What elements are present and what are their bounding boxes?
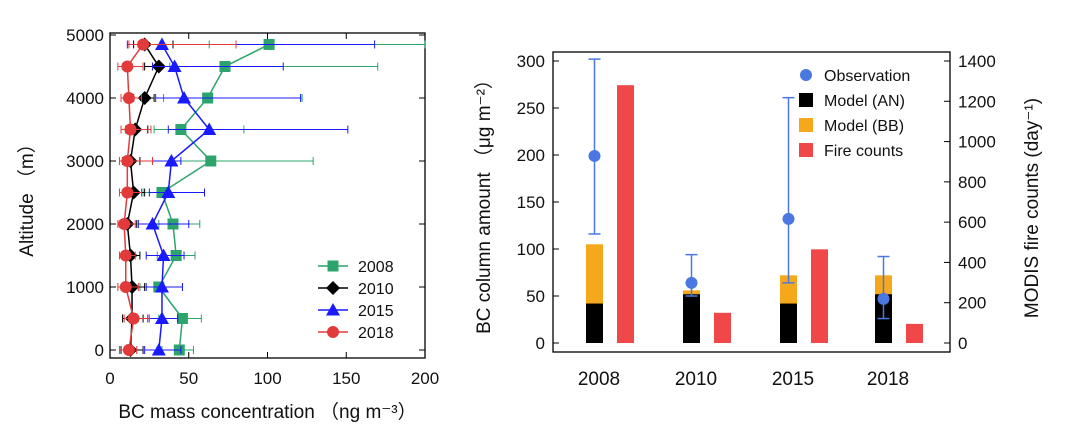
legend: 2008 2010 2015 2018 xyxy=(318,259,394,342)
observation-point xyxy=(877,292,890,305)
legend-marker xyxy=(799,93,813,107)
observation-point xyxy=(782,212,795,225)
data-point xyxy=(118,218,131,230)
series-2015 xyxy=(126,37,376,356)
y-tick-label: 300 xyxy=(517,52,545,71)
y2-tick-label: 1400 xyxy=(958,52,996,71)
data-point xyxy=(137,38,150,51)
y-tick-label: 200 xyxy=(517,146,545,165)
y-tick-label: 0 xyxy=(95,341,104,360)
model-an-bar xyxy=(780,303,797,343)
y2-tick-label: 600 xyxy=(958,213,986,232)
legend-marker xyxy=(327,260,339,272)
right-chart-column-amount: 0 50 100 150 200 250 300 0 200 400 600 800 1000 1200 1… xyxy=(473,51,1043,390)
x-tick-label: 100 xyxy=(253,369,281,388)
data-point xyxy=(161,185,176,198)
data-point xyxy=(156,248,171,261)
x-tick-label: 0 xyxy=(105,369,114,388)
y2-tick-label: 400 xyxy=(958,253,986,272)
y-tick-label: 50 xyxy=(526,287,545,306)
legend-label: 2018 xyxy=(358,325,394,342)
fire-count-bar xyxy=(617,85,634,344)
legend-label: Observation xyxy=(824,68,910,85)
legend-marker xyxy=(800,69,812,81)
data-point xyxy=(121,186,134,199)
x-tick-label: 2010 xyxy=(675,369,717,390)
legend-label: Model (BB) xyxy=(824,118,904,135)
legend-marker xyxy=(799,143,813,157)
series-line xyxy=(157,43,270,351)
data-point xyxy=(154,311,169,324)
data-point xyxy=(177,91,192,104)
y-tick-label: 100 xyxy=(517,240,545,259)
data-point xyxy=(127,312,140,325)
legend: Observation Model (AN) Model (BB) Fire coun… xyxy=(799,68,910,160)
y-tick-label: 150 xyxy=(517,193,545,212)
legend-label: 2008 xyxy=(358,259,394,276)
data-point xyxy=(205,155,217,167)
legend-marker xyxy=(326,281,340,295)
legend-label: Model (AN) xyxy=(824,93,905,110)
y2-tick-label: 1000 xyxy=(958,133,996,152)
y-tick-label: 250 xyxy=(517,99,545,118)
y2-tick-label: 800 xyxy=(958,173,986,192)
x-tick-label: 2008 xyxy=(578,369,620,390)
series-2018 xyxy=(117,38,237,356)
y-tick-label: 5000 xyxy=(66,26,104,45)
x-tick-label: 2018 xyxy=(867,369,909,390)
model-bb-bar xyxy=(586,244,603,304)
fire-count-bar xyxy=(714,312,731,343)
observation-point xyxy=(685,276,698,289)
y2-tick-label: 200 xyxy=(958,294,986,313)
y2-tick-label: 0 xyxy=(958,334,967,353)
data-point xyxy=(164,154,179,167)
model-an-bar xyxy=(586,303,603,343)
y-tick-label: 2000 xyxy=(66,215,104,234)
data-point xyxy=(122,344,135,356)
y-axis-label: Altitude （m） xyxy=(16,134,38,256)
y2-tick-label: 1200 xyxy=(958,92,996,111)
y-tick-label: 0 xyxy=(536,334,545,353)
y-tick-label: 4000 xyxy=(66,89,104,108)
data-point xyxy=(145,217,160,230)
x-tick-label: 150 xyxy=(332,369,360,388)
data-point xyxy=(124,123,137,136)
x-axis-label: BC mass concentration （ng m⁻³） xyxy=(118,401,416,423)
observation-point xyxy=(588,149,601,162)
legend-label: 2015 xyxy=(358,303,394,320)
data-point xyxy=(121,60,134,73)
data-point xyxy=(119,249,132,262)
data-point xyxy=(121,155,134,167)
x-tick-label: 50 xyxy=(179,369,198,388)
y-tick-label: 3000 xyxy=(66,152,104,171)
data-point xyxy=(122,92,135,104)
data-point xyxy=(202,122,217,135)
data-point xyxy=(167,59,182,72)
data-point xyxy=(154,37,169,50)
model-an-bar xyxy=(683,294,700,343)
legend-marker xyxy=(799,118,813,132)
y-tick-label: 1000 xyxy=(66,278,104,297)
data-point xyxy=(154,280,169,293)
data-point xyxy=(119,281,132,293)
data-point xyxy=(176,313,188,324)
y-axis-label: BC column amount （μg m⁻²） xyxy=(473,70,495,334)
fire-count-bar xyxy=(906,323,923,343)
legend-label: Fire counts xyxy=(824,143,903,160)
legend-marker xyxy=(326,303,340,316)
legend-marker xyxy=(327,326,339,338)
y2-axis-label: MODIS fire counts (day⁻¹) xyxy=(1022,98,1043,318)
x-tick-label: 200 xyxy=(411,369,439,388)
data-point xyxy=(151,343,166,356)
fire-count-bar xyxy=(811,249,828,343)
legend-label: 2010 xyxy=(358,281,394,298)
x-tick-label: 2015 xyxy=(772,369,814,390)
